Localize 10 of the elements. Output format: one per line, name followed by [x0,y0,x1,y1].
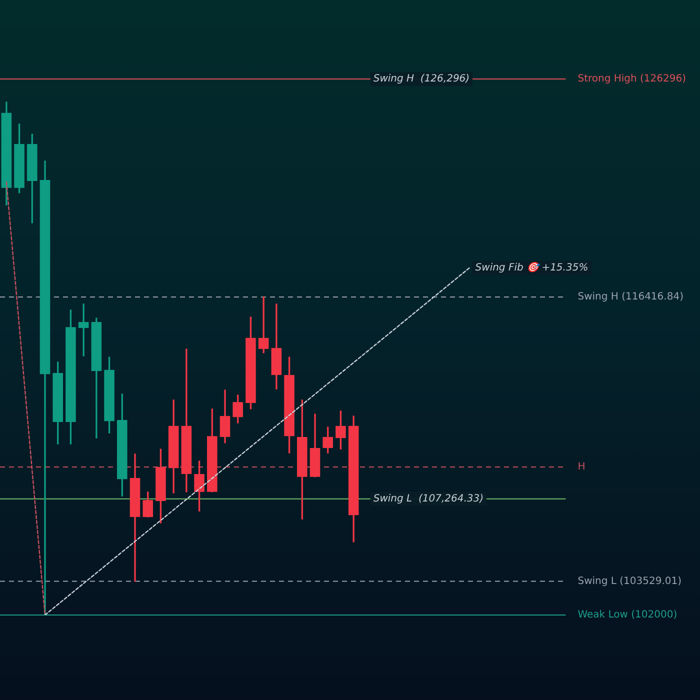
y-tick-label: Swing L (103529.01) [578,576,682,587]
y-tick-label: Weak Low (102000) [578,610,678,621]
y-tick-label: H [578,462,586,473]
candlestick [78,304,89,356]
annotation: Swing Fib 🎯 +15.35% [475,262,588,274]
annotation: Swing L (107,264.33) [373,493,484,504]
y-tick-label: Swing H (116416.84) [578,292,684,303]
annotation: Swing H (126,296) [373,74,470,85]
candlestick [258,296,269,354]
y-tick-label: Strong High (126296) [578,74,686,85]
